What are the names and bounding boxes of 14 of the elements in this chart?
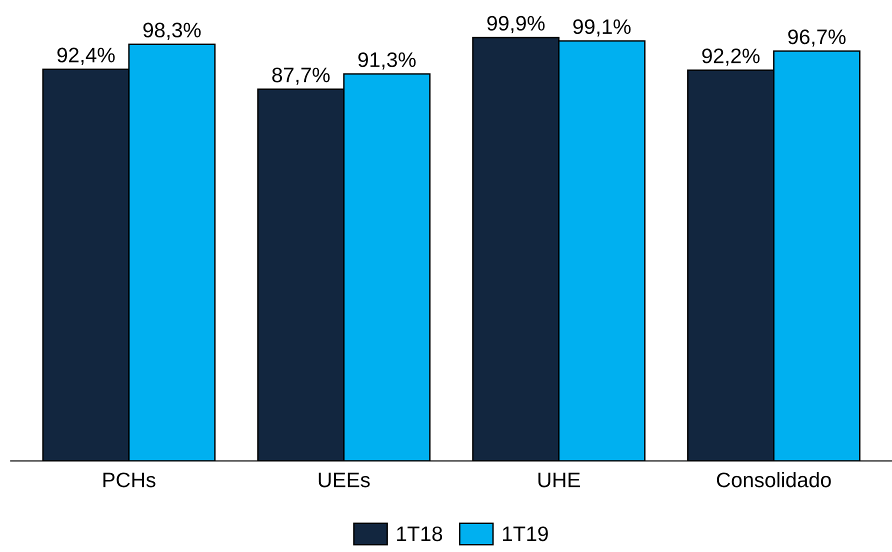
x-tick-label: UHE (538, 472, 580, 488)
legend-label: 1T19 (502, 526, 548, 542)
data-label: 87,7% (272, 68, 330, 85)
legend-label: 1T18 (397, 526, 442, 542)
data-label: 92,4% (57, 48, 115, 65)
data-label: 99,9% (487, 16, 545, 34)
data-label: 96,7% (788, 29, 846, 47)
data-label: 99,1% (573, 19, 631, 36)
x-tick-label: Consolidado (716, 472, 831, 488)
data-label: 92,2% (702, 48, 760, 66)
data-label: 98,3% (143, 22, 201, 40)
x-tick-label: PCHs (103, 472, 156, 488)
data-label: 91,3% (358, 52, 416, 70)
x-tick-label: UEEs (318, 472, 370, 488)
